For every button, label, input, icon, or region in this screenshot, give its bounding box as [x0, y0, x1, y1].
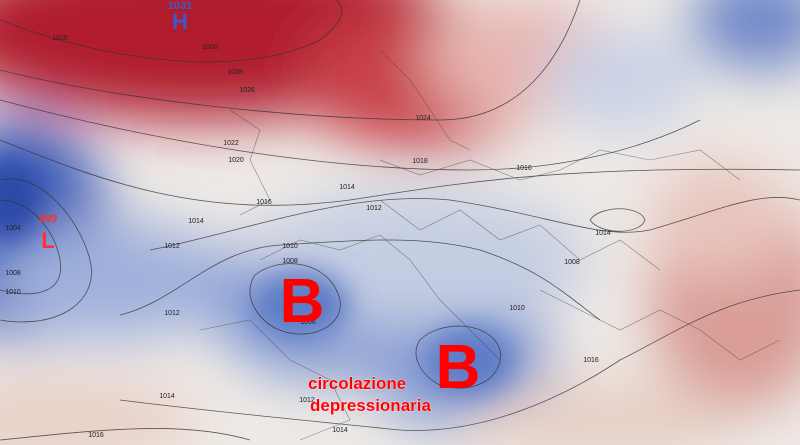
isobar-label: 1016: [516, 165, 532, 172]
caption: depressionaria: [310, 396, 431, 415]
isobar-label: 1010: [282, 243, 298, 250]
low-cores: [0, 160, 515, 395]
isobar-label: 1008: [5, 270, 21, 277]
isobar-label: 1010: [509, 305, 525, 312]
isobar-label: 1024: [415, 115, 431, 122]
isobar-label: 1026: [239, 87, 255, 94]
low-marker: B: [436, 333, 481, 402]
isobar-label: 1008: [282, 258, 298, 265]
pressure-value: 1031: [168, 0, 192, 12]
isobar-label: 1012: [366, 205, 382, 212]
country-borders: [199, 49, 781, 441]
isobar-label: 1030: [202, 44, 218, 51]
isobar-label: 1028: [227, 69, 243, 76]
isobar-label: 1012: [164, 243, 180, 250]
isobar-label: 1020: [52, 35, 68, 42]
pressure-value: 999: [39, 213, 57, 225]
isobar-label: 1014: [339, 184, 355, 191]
isobar-label: 1014: [188, 218, 204, 225]
pressure-symbol: H: [172, 9, 188, 34]
isobar-label: 1006: [300, 319, 316, 326]
isobar-label: 1012: [299, 397, 315, 404]
isobar-label: 1014: [332, 427, 348, 434]
pressure-symbol: L: [41, 228, 54, 253]
caption: circolazione: [308, 374, 406, 393]
isobar-label: 1014: [595, 230, 611, 237]
low-marker: B: [280, 267, 325, 336]
isobar-label: 1016: [583, 357, 599, 364]
isobar-label: 1010: [5, 289, 21, 296]
isobar-label: 1018: [412, 158, 428, 165]
isobar-label: 1016: [88, 432, 104, 439]
labels: 1020 1030 1028 1026 1024 1022 1020 1018 1016 1014…: [5, 0, 611, 439]
isobar-label: 1008: [564, 259, 580, 266]
isobar-label: 1016: [256, 199, 272, 206]
isobar-label: 1014: [159, 393, 175, 400]
isobar-label: 1022: [223, 140, 239, 147]
isobar-label: 1012: [164, 310, 180, 317]
isobar-label: 1004: [5, 225, 21, 232]
isobar-label: 1020: [228, 157, 244, 164]
